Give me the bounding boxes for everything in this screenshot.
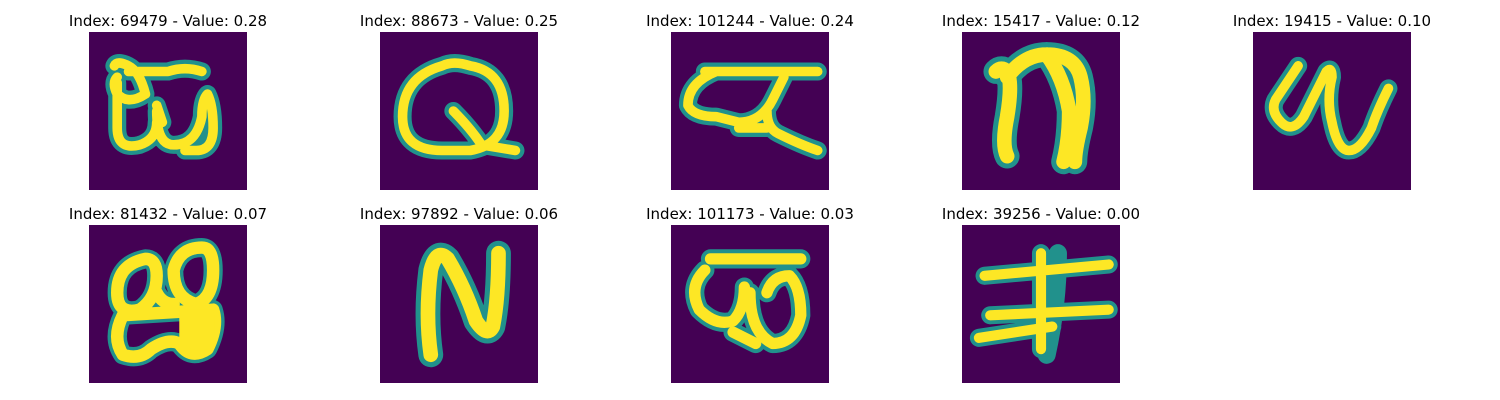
panel-title: Index: 81432 - Value: 0.07: [68, 205, 268, 223]
panel-title: Index: 101244 - Value: 0.24: [646, 12, 854, 30]
glyph-image: [1253, 32, 1411, 190]
glyph-image: [962, 225, 1120, 383]
panel-5: Index: 19415 - Value: 0.10: [1182, 11, 1482, 201]
panel-7: Index: 97892 - Value: 0.06: [309, 204, 609, 394]
glyph-image: [671, 225, 829, 383]
panel-3: Index: 101244 - Value: 0.24: [600, 11, 900, 201]
panel-title: Index: 97892 - Value: 0.06: [359, 205, 559, 223]
glyph-image: [380, 225, 538, 383]
panel-title: Index: 101173 - Value: 0.03: [646, 205, 854, 223]
panel-1: Index: 69479 - Value: 0.28: [18, 11, 318, 201]
glyph-image: [671, 32, 829, 190]
panel-title: Index: 15417 - Value: 0.12: [941, 12, 1141, 30]
panel-9: Index: 39256 - Value: 0.00: [891, 204, 1191, 394]
panel-2: Index: 88673 - Value: 0.25: [309, 11, 609, 201]
panel-title: Index: 19415 - Value: 0.10: [1232, 12, 1432, 30]
panel-4: Index: 15417 - Value: 0.12: [891, 11, 1191, 201]
panel-title: Index: 88673 - Value: 0.25: [359, 12, 559, 30]
glyph-image: [89, 32, 247, 190]
glyph-image: [89, 225, 247, 383]
panel-6: Index: 81432 - Value: 0.07: [18, 204, 318, 394]
panel-title: Index: 69479 - Value: 0.28: [68, 12, 268, 30]
glyph-image: [962, 32, 1120, 190]
panel-title: Index: 39256 - Value: 0.00: [941, 205, 1141, 223]
panel-8: Index: 101173 - Value: 0.03: [600, 204, 900, 394]
glyph-image: [380, 32, 538, 190]
